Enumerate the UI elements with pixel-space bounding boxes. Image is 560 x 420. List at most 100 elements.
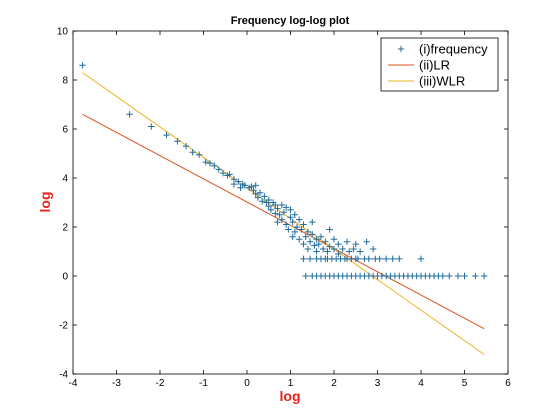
data-point (313, 255, 320, 263)
data-point (317, 233, 325, 240)
legend-label: (i)frequency (419, 42, 488, 57)
data-point (311, 242, 318, 249)
data-point (174, 138, 181, 145)
data-point (383, 255, 390, 263)
data-point (254, 194, 262, 201)
data-point (356, 248, 364, 255)
data-point (252, 182, 259, 189)
series-line (82, 113, 485, 330)
y-tick-label: -4 (59, 370, 68, 381)
data-point (289, 233, 296, 240)
data-point (326, 226, 333, 233)
data-point (339, 245, 346, 253)
data-point (126, 111, 133, 118)
data-point (300, 221, 307, 228)
y-tick-label: 0 (62, 272, 68, 283)
data-point (293, 223, 301, 231)
axis-ticks (72, 30, 509, 375)
data-point (237, 184, 244, 191)
data-point (291, 228, 299, 236)
data-point (304, 245, 312, 253)
data-point (287, 214, 294, 221)
y-tick-label: 8 (62, 76, 68, 87)
data-point (365, 255, 372, 263)
data-point (326, 243, 333, 250)
data-point (439, 272, 446, 280)
legend-label: (ii)LR (419, 58, 450, 73)
data-point (206, 160, 214, 167)
data-point (267, 206, 275, 214)
data-point (330, 236, 338, 243)
y-tick-label: -2 (59, 321, 68, 332)
legend-swatch (397, 45, 405, 53)
data-point (363, 238, 370, 245)
data-point (304, 228, 312, 236)
data-point (276, 211, 283, 218)
x-tick-label: 3 (375, 378, 381, 389)
data-point (472, 272, 479, 280)
data-point (330, 245, 338, 253)
data-point (182, 142, 190, 150)
data-point (285, 226, 292, 233)
y-tick-label: 6 (62, 125, 68, 136)
data-point (252, 190, 259, 198)
x-tick-label: -2 (156, 378, 165, 389)
data-point (300, 240, 307, 248)
y-tick-labels: -4 -2 0 2 4 6 8 10 (57, 27, 69, 381)
data-point (289, 218, 296, 226)
data-point (480, 272, 488, 280)
x-tick-label: -1 (199, 378, 208, 389)
data-point (346, 248, 353, 255)
x-tick-label: 4 (418, 378, 424, 389)
data-point (274, 218, 281, 226)
data-point (354, 255, 362, 263)
chart-title: Frequency log-log plot (231, 15, 350, 27)
data-point (241, 182, 249, 189)
data-point (309, 231, 316, 238)
data-point (219, 169, 227, 177)
data-point (324, 255, 331, 263)
data-point (259, 198, 266, 205)
data-point (280, 209, 288, 216)
data-point (319, 245, 327, 253)
data-point (195, 151, 203, 158)
data-point (189, 149, 196, 156)
data-point (163, 131, 170, 139)
x-tick-label: -3 (112, 378, 121, 389)
data-point (322, 238, 329, 245)
data-point (230, 180, 238, 188)
data-point (278, 216, 285, 223)
data-point (272, 210, 279, 217)
data-point (79, 62, 86, 69)
series-lines (82, 72, 485, 355)
data-point (335, 240, 342, 248)
data-point (300, 255, 307, 263)
data-point (226, 171, 233, 178)
data-point (369, 245, 377, 253)
x-tick-labels: -4 -3 -2 -1 0 1 2 3 4 5 6 (69, 378, 512, 389)
data-point (315, 240, 322, 248)
data-point (211, 162, 218, 169)
y-tick-label: 10 (57, 27, 69, 38)
data-point (291, 211, 299, 218)
data-point (148, 123, 155, 130)
data-point (215, 166, 222, 173)
data-point (302, 233, 309, 240)
data-point (235, 178, 242, 185)
x-tick-label: 2 (331, 378, 337, 389)
data-point (446, 272, 453, 280)
data-point (261, 193, 268, 200)
data-point (352, 240, 359, 248)
data-point (313, 248, 320, 255)
data-point (282, 204, 290, 211)
y-tick-label: 2 (62, 223, 68, 234)
data-point (274, 205, 281, 212)
data-point (309, 218, 316, 226)
data-point (296, 216, 303, 223)
x-tick-label: 0 (244, 378, 250, 389)
data-point (417, 255, 425, 263)
data-point (350, 245, 357, 253)
data-point (248, 183, 255, 190)
x-tick-label: 6 (505, 378, 511, 389)
